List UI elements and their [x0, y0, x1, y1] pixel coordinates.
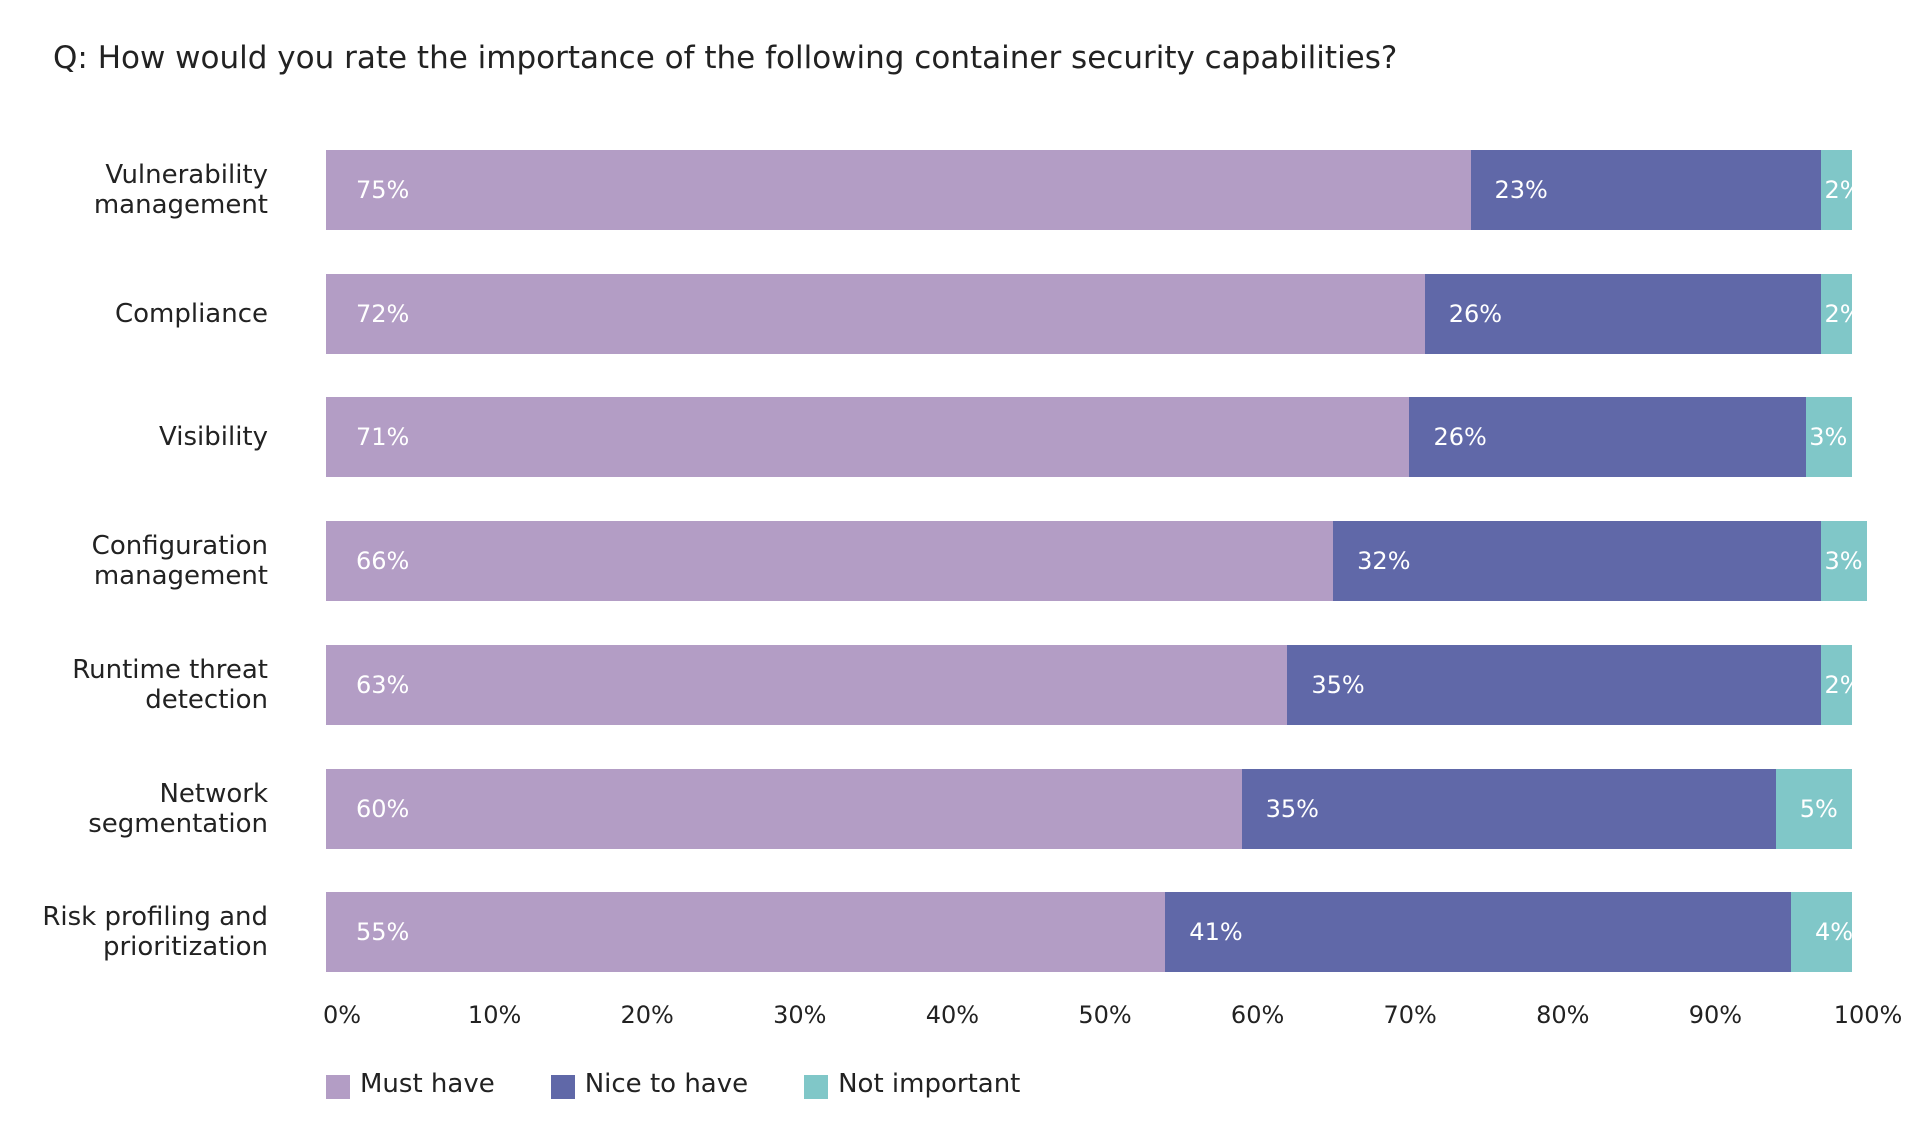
value-label: 55% — [356, 918, 410, 947]
bar-segment — [1821, 521, 1868, 602]
value-label: 2% — [1824, 176, 1863, 204]
value-label: 72% — [356, 299, 410, 328]
bar-segment — [1821, 150, 1852, 230]
bar-segment — [1333, 521, 1822, 602]
bar-segment — [326, 397, 1410, 478]
legend-label: Nice to have — [584, 1069, 749, 1099]
chart-title: Q: How would you rate the importance of … — [53, 40, 1398, 76]
value-label: 35% — [1311, 670, 1365, 699]
x-tick-label: 70% — [1383, 1001, 1437, 1029]
value-label: 2% — [1824, 299, 1863, 328]
x-tick-label: 50% — [1078, 1001, 1132, 1029]
bar-segment — [1409, 397, 1807, 478]
value-label: 63% — [356, 670, 410, 699]
bar-segment — [326, 273, 1425, 354]
legend-label: Not important — [838, 1069, 1021, 1099]
bar-segment — [1287, 644, 1822, 725]
value-label: 5% — [1799, 794, 1838, 823]
bar-segment — [326, 150, 1471, 230]
value-label: 60% — [356, 794, 410, 823]
value-label: 32% — [1357, 547, 1411, 576]
category-label: Runtime threat detection — [72, 654, 268, 715]
bar-segment — [326, 892, 1166, 973]
bar-segment — [326, 521, 1334, 602]
legend-label: Must have — [360, 1069, 495, 1099]
value-label: 2% — [1824, 670, 1863, 699]
category-label: Vulnerability management — [93, 160, 268, 220]
bar-segment — [1424, 273, 1822, 354]
bar-segment — [1790, 892, 1852, 973]
bar-segment — [1241, 768, 1776, 849]
category-label: Visibility — [159, 422, 268, 453]
value-label: 26% — [1448, 299, 1503, 328]
category-label: Risk profiling and prioritization — [42, 902, 268, 963]
value-label: 66% — [356, 547, 410, 576]
bar-segment — [1821, 273, 1852, 354]
x-tick-label: 60% — [1230, 1001, 1285, 1029]
value-label: 3% — [1809, 423, 1848, 452]
legend-swatch — [804, 1075, 829, 1099]
value-label: 4% — [1814, 918, 1854, 947]
value-label: 75% — [356, 176, 410, 204]
x-tick-label: 0% — [322, 1001, 362, 1029]
bar-segment — [326, 768, 1242, 849]
category-label: Network segmentation — [88, 778, 268, 839]
x-tick-label: 90% — [1688, 1001, 1743, 1029]
legend-swatch — [550, 1075, 575, 1099]
x-tick-label: 40% — [925, 1001, 980, 1029]
x-tick-label: 100% — [1833, 1001, 1903, 1029]
bar-segment — [1806, 397, 1852, 478]
value-label: 71% — [356, 423, 410, 452]
bar-segment — [1775, 768, 1852, 849]
value-label: 35% — [1265, 794, 1319, 823]
x-tick-label: 20% — [620, 1001, 674, 1029]
value-label: 23% — [1494, 176, 1548, 204]
value-label: 26% — [1433, 423, 1487, 452]
x-tick-label: 30% — [773, 1001, 827, 1029]
x-tick-label: 80% — [1536, 1001, 1590, 1029]
category-label: Configuration management — [91, 531, 268, 592]
bar-segment — [1821, 644, 1852, 725]
legend-swatch — [326, 1075, 350, 1099]
bar-segment — [1470, 150, 1822, 230]
value-label: 41% — [1189, 918, 1243, 947]
value-label: 3% — [1824, 547, 1863, 576]
bar-segment — [326, 644, 1288, 725]
bar-segment — [1165, 892, 1791, 973]
category-label: Compliance — [114, 298, 268, 329]
x-tick-label: 10% — [467, 1001, 522, 1029]
